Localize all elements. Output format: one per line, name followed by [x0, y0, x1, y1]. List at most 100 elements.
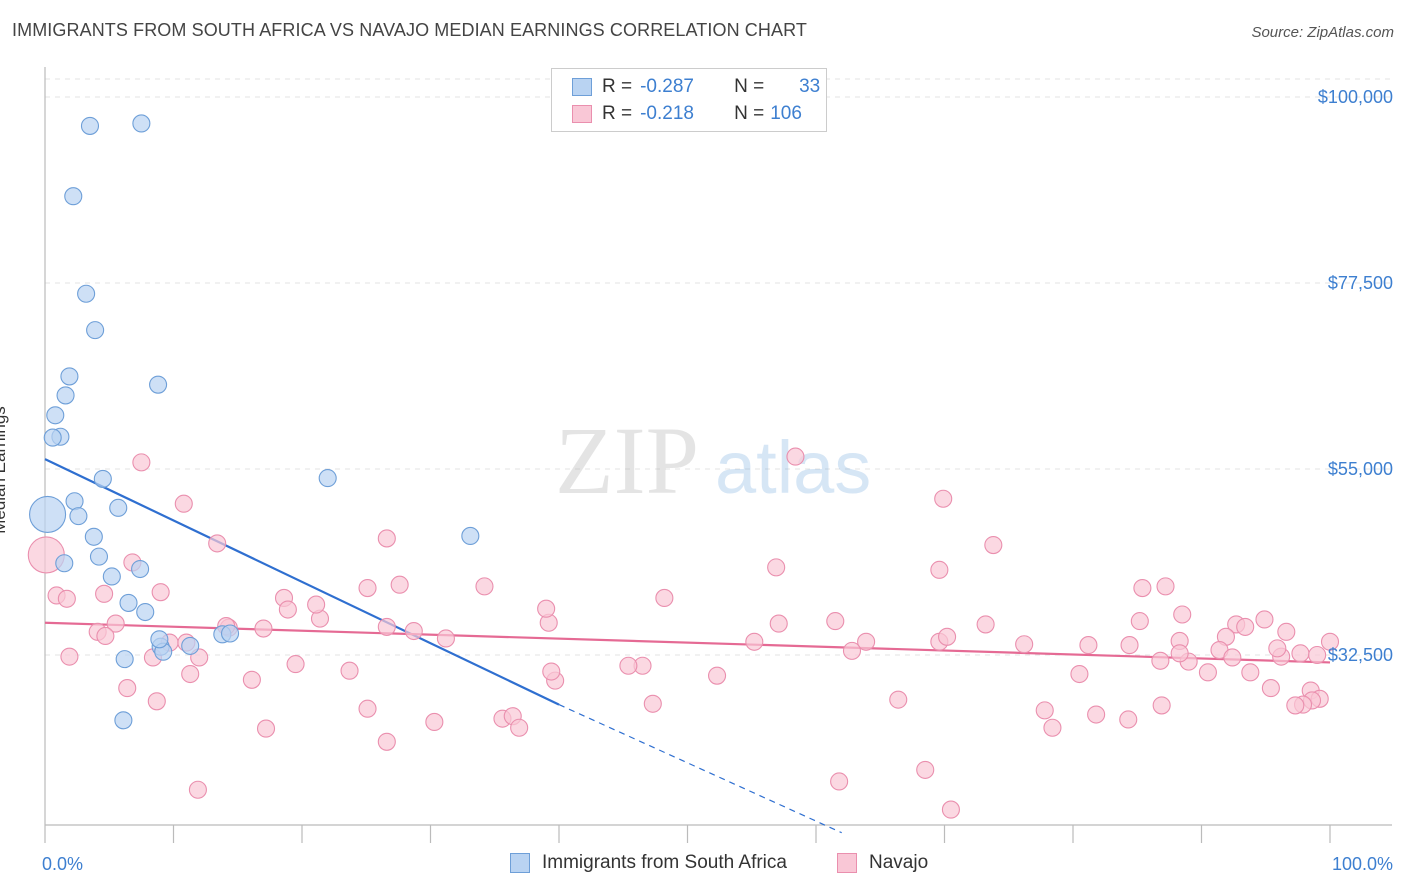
point-south-africa	[102, 567, 121, 586]
point-navajo	[1070, 664, 1089, 684]
trend-line-south-africa-extension	[558, 704, 842, 834]
point-south-africa	[64, 187, 83, 206]
point-navajo	[786, 447, 805, 466]
point-navajo	[96, 626, 115, 646]
point-navajo	[1130, 612, 1149, 631]
point-navajo	[286, 655, 305, 674]
point-navajo	[976, 615, 995, 634]
point-navajo	[708, 666, 727, 685]
source-label: Source: ZipAtlas.com	[1251, 24, 1394, 41]
gridlines	[45, 78, 1392, 656]
point-navajo	[208, 534, 227, 553]
point-south-africa	[220, 624, 240, 643]
legend-n-label: N =	[734, 103, 765, 124]
x-tick-label: 0.0%	[42, 854, 83, 874]
point-navajo	[1268, 639, 1287, 658]
legend-r-label: R =	[602, 103, 633, 124]
point-south-africa	[119, 593, 138, 612]
point-south-africa	[149, 375, 168, 394]
point-navajo	[1087, 705, 1106, 724]
point-south-africa	[132, 114, 151, 133]
point-south-africa	[69, 507, 88, 526]
trend-line-south-africa	[44, 458, 560, 706]
watermark-atlas: atlas	[715, 426, 871, 509]
point-south-africa	[109, 498, 128, 517]
point-navajo	[475, 577, 494, 596]
tick-labels: $32,500 $55,000 $77,500 $100,000 0.0% 100.0%	[42, 87, 1393, 874]
legend-n-value: 106	[770, 103, 802, 124]
point-south-africa	[56, 386, 75, 405]
point-navajo	[537, 599, 556, 618]
point-navajo	[1291, 644, 1310, 663]
y-tick-label: $100,000	[1318, 87, 1393, 107]
point-navajo	[1152, 696, 1171, 715]
point-navajo	[1151, 651, 1170, 670]
point-navajo	[767, 558, 786, 577]
point-south-africa	[318, 469, 337, 488]
point-navajo	[1119, 710, 1138, 729]
point-navajo	[1241, 663, 1260, 682]
point-navajo	[60, 647, 79, 666]
series-label: Navajo	[869, 852, 929, 873]
point-south-africa	[115, 650, 134, 669]
point-navajo	[1170, 644, 1189, 663]
point-navajo	[1015, 635, 1034, 654]
point-navajo	[1198, 663, 1217, 682]
point-navajo	[1255, 610, 1274, 629]
point-navajo	[1261, 679, 1280, 698]
point-navajo	[542, 662, 561, 681]
axes	[44, 67, 1392, 843]
watermark-zip: ZIP	[555, 407, 699, 514]
point-navajo	[938, 627, 957, 646]
point-navajo	[655, 588, 674, 608]
point-navajo	[1236, 617, 1255, 636]
point-navajo	[181, 664, 200, 684]
legend-row-navajo: R = -0.218 N = 106	[572, 102, 814, 126]
point-south-africa	[55, 554, 74, 573]
point-navajo	[1133, 578, 1152, 598]
point-navajo	[358, 578, 377, 598]
point-south-africa	[150, 630, 169, 649]
legend-row-south-africa: R = -0.287 N = 33	[572, 75, 820, 99]
point-navajo	[377, 529, 396, 548]
stats-legend: R = -0.287 N = 33 R = -0.218 N = 106	[551, 68, 827, 132]
point-navajo	[118, 679, 137, 698]
point-navajo	[404, 621, 423, 641]
point-navajo	[307, 595, 326, 614]
y-tick-label: $55,000	[1328, 459, 1393, 479]
point-south-africa	[84, 527, 103, 546]
point-south-africa	[46, 406, 65, 425]
point-navajo	[1043, 718, 1062, 737]
point-south-africa	[93, 469, 112, 488]
legend-n-label: N =	[734, 76, 765, 97]
point-south-africa	[131, 559, 150, 579]
legend-swatch-pink	[572, 105, 592, 123]
series-legend-navajo[interactable]: Navajo	[837, 852, 928, 874]
point-navajo	[174, 494, 193, 513]
point-navajo	[106, 614, 125, 633]
legend-r-value: -0.218	[640, 103, 694, 124]
legend-n-value: 33	[799, 76, 821, 97]
y-tick-label: $77,500	[1328, 273, 1393, 293]
point-navajo	[934, 489, 953, 508]
point-navajo	[643, 694, 662, 713]
point-navajo	[1308, 645, 1327, 665]
point-navajo	[436, 629, 455, 648]
point-navajo	[242, 670, 261, 689]
point-navajo	[95, 584, 114, 603]
point-navajo	[984, 536, 1003, 555]
point-navajo	[1156, 577, 1175, 596]
point-south-africa	[29, 495, 67, 534]
legend-swatch-blue	[572, 78, 592, 96]
series-legend-south-africa[interactable]: Immigrants from South Africa	[510, 852, 787, 874]
point-south-africa	[65, 492, 84, 511]
watermark: ZIP atlas	[555, 407, 871, 514]
point-navajo	[57, 589, 76, 608]
point-navajo	[916, 760, 935, 779]
point-navajo	[358, 699, 377, 718]
point-navajo	[1286, 696, 1305, 715]
point-navajo	[930, 560, 949, 579]
series-label: Immigrants from South Africa	[542, 852, 787, 873]
point-south-africa	[89, 547, 109, 566]
